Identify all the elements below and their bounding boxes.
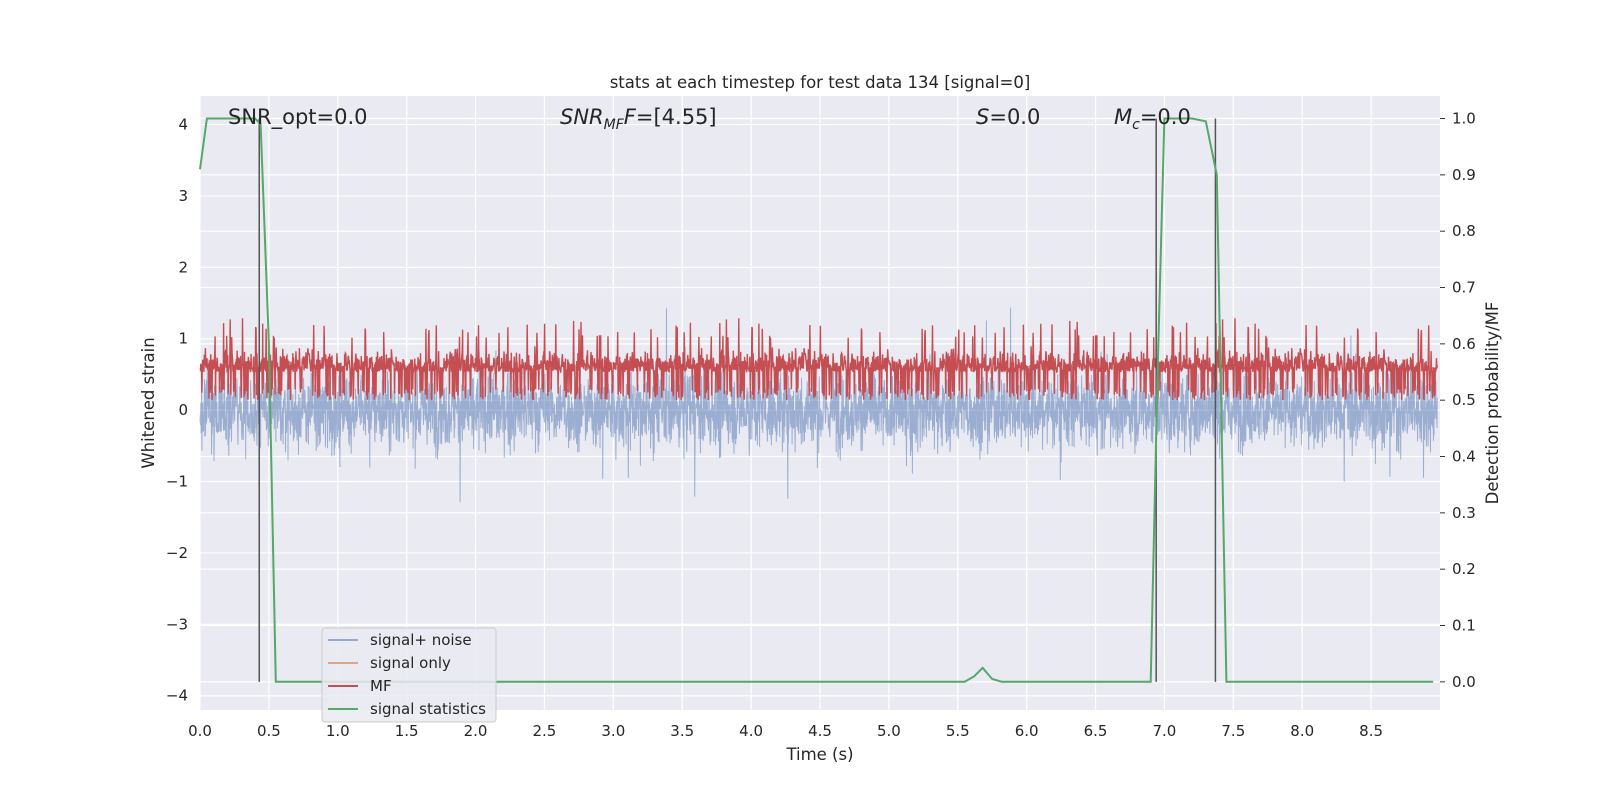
x-tick-label: 6.5 [1084, 722, 1108, 740]
legend-label-signal-only: signal only [370, 654, 451, 672]
mc-var: M [1114, 105, 1132, 129]
x-tick-label: 3.5 [670, 722, 694, 740]
snr-mf-sub: MF [604, 117, 625, 133]
x-tick-label: 0.5 [257, 722, 281, 740]
x-tick-label: 6.0 [1015, 722, 1039, 740]
chart-title: stats at each timestep for test data 134… [610, 73, 1031, 92]
s-rest: =0.0 [989, 105, 1040, 129]
snr-mf-rest: =[4.55] [636, 105, 717, 129]
x-tick-label: 0.0 [188, 722, 212, 740]
x-tick-label: 5.5 [946, 722, 970, 740]
y-left-tick-label: 0 [178, 401, 188, 419]
y-right-tick-label: 0.1 [1452, 617, 1476, 635]
y-left-tick-label: 1 [178, 330, 188, 348]
x-tick-label: 7.0 [1153, 722, 1177, 740]
signal-statistics-series [199, 117, 1434, 683]
y-left-tick-label: −3 [166, 615, 188, 633]
signal-statistics-line [199, 117, 1434, 683]
y-right-tick-label: 0.3 [1452, 504, 1476, 522]
annotation-snr-mf: SNRMFF=[4.55] [560, 105, 717, 133]
snr-mf-main: SNR [560, 105, 604, 129]
y-axis-left-ticks: 4 3 2 1 0 −1 −2 −3 −4 [166, 116, 188, 705]
x-tick-label: 8.5 [1359, 722, 1383, 740]
x-tick-label: 2.0 [464, 722, 488, 740]
y-right-tick-label: 0.8 [1452, 222, 1476, 240]
legend-box [321, 627, 497, 723]
x-tick-label: 4.5 [808, 722, 832, 740]
y-left-tick-label: −1 [166, 473, 188, 491]
x-tick-label: 1.0 [326, 722, 350, 740]
x-tick-label: 8.0 [1290, 722, 1314, 740]
y-left-tick-label: −2 [166, 544, 188, 562]
x-tick-label: 7.5 [1221, 722, 1245, 740]
y-right-tick-label: 0.4 [1452, 448, 1476, 466]
annotation-snr-opt: SNR_opt=0.0 [228, 105, 368, 130]
legend-label-signal-noise: signal+ noise [370, 631, 472, 649]
y-right-tick-label: 1.0 [1452, 110, 1476, 128]
y-axis-right-ticks: 1.0 0.9 0.8 0.7 0.6 0.5 0.4 0.3 0.2 0.1 0.0 [1440, 110, 1476, 691]
x-tick-label: 5.0 [877, 722, 901, 740]
s-var: S [976, 105, 989, 129]
x-tick-label: 4.0 [739, 722, 763, 740]
x-tick-label: 2.5 [533, 722, 557, 740]
y-right-tick-label: 0.9 [1452, 166, 1476, 184]
y-right-tick-label: 0.0 [1452, 673, 1476, 691]
x-tick-label: 1.5 [395, 722, 419, 740]
y-right-tick-label: 0.2 [1452, 560, 1476, 578]
y-right-tick-label: 0.6 [1452, 335, 1476, 353]
annotation-s: S=0.0 [976, 105, 1040, 129]
y-axis-left-label: Whitened strain [139, 337, 158, 468]
y-axis-right-label: Detection probability/MF [1483, 302, 1502, 505]
y-left-tick-label: 2 [178, 258, 188, 276]
y-left-tick-label: 3 [178, 187, 188, 205]
legend-label-signal-statistics: signal statistics [370, 700, 486, 718]
x-axis-ticks: 0.0 0.5 1.0 1.5 2.0 2.5 3.0 3.5 4.0 4.5 5.0 5.5 6.0 6… [188, 722, 1383, 740]
legend: signal+ noise signal only MF signal stat… [321, 627, 497, 723]
y-right-tick-label: 0.5 [1452, 391, 1476, 409]
legend-label-mf: MF [370, 677, 392, 695]
mc-rest: =0.0 [1140, 105, 1191, 129]
x-axis-label: Time (s) [785, 745, 853, 764]
mf-line [199, 318, 1438, 401]
y-left-tick-label: 4 [178, 116, 188, 134]
mc-sub: c [1132, 117, 1140, 133]
y-right-tick-label: 0.7 [1452, 279, 1476, 297]
y-left-tick-label: −4 [166, 687, 188, 705]
mf-series [199, 318, 1438, 401]
snr-mf-f: F [624, 105, 637, 129]
annotation-mc: Mc=0.0 [1114, 105, 1191, 133]
x-tick-label: 3.0 [601, 722, 625, 740]
